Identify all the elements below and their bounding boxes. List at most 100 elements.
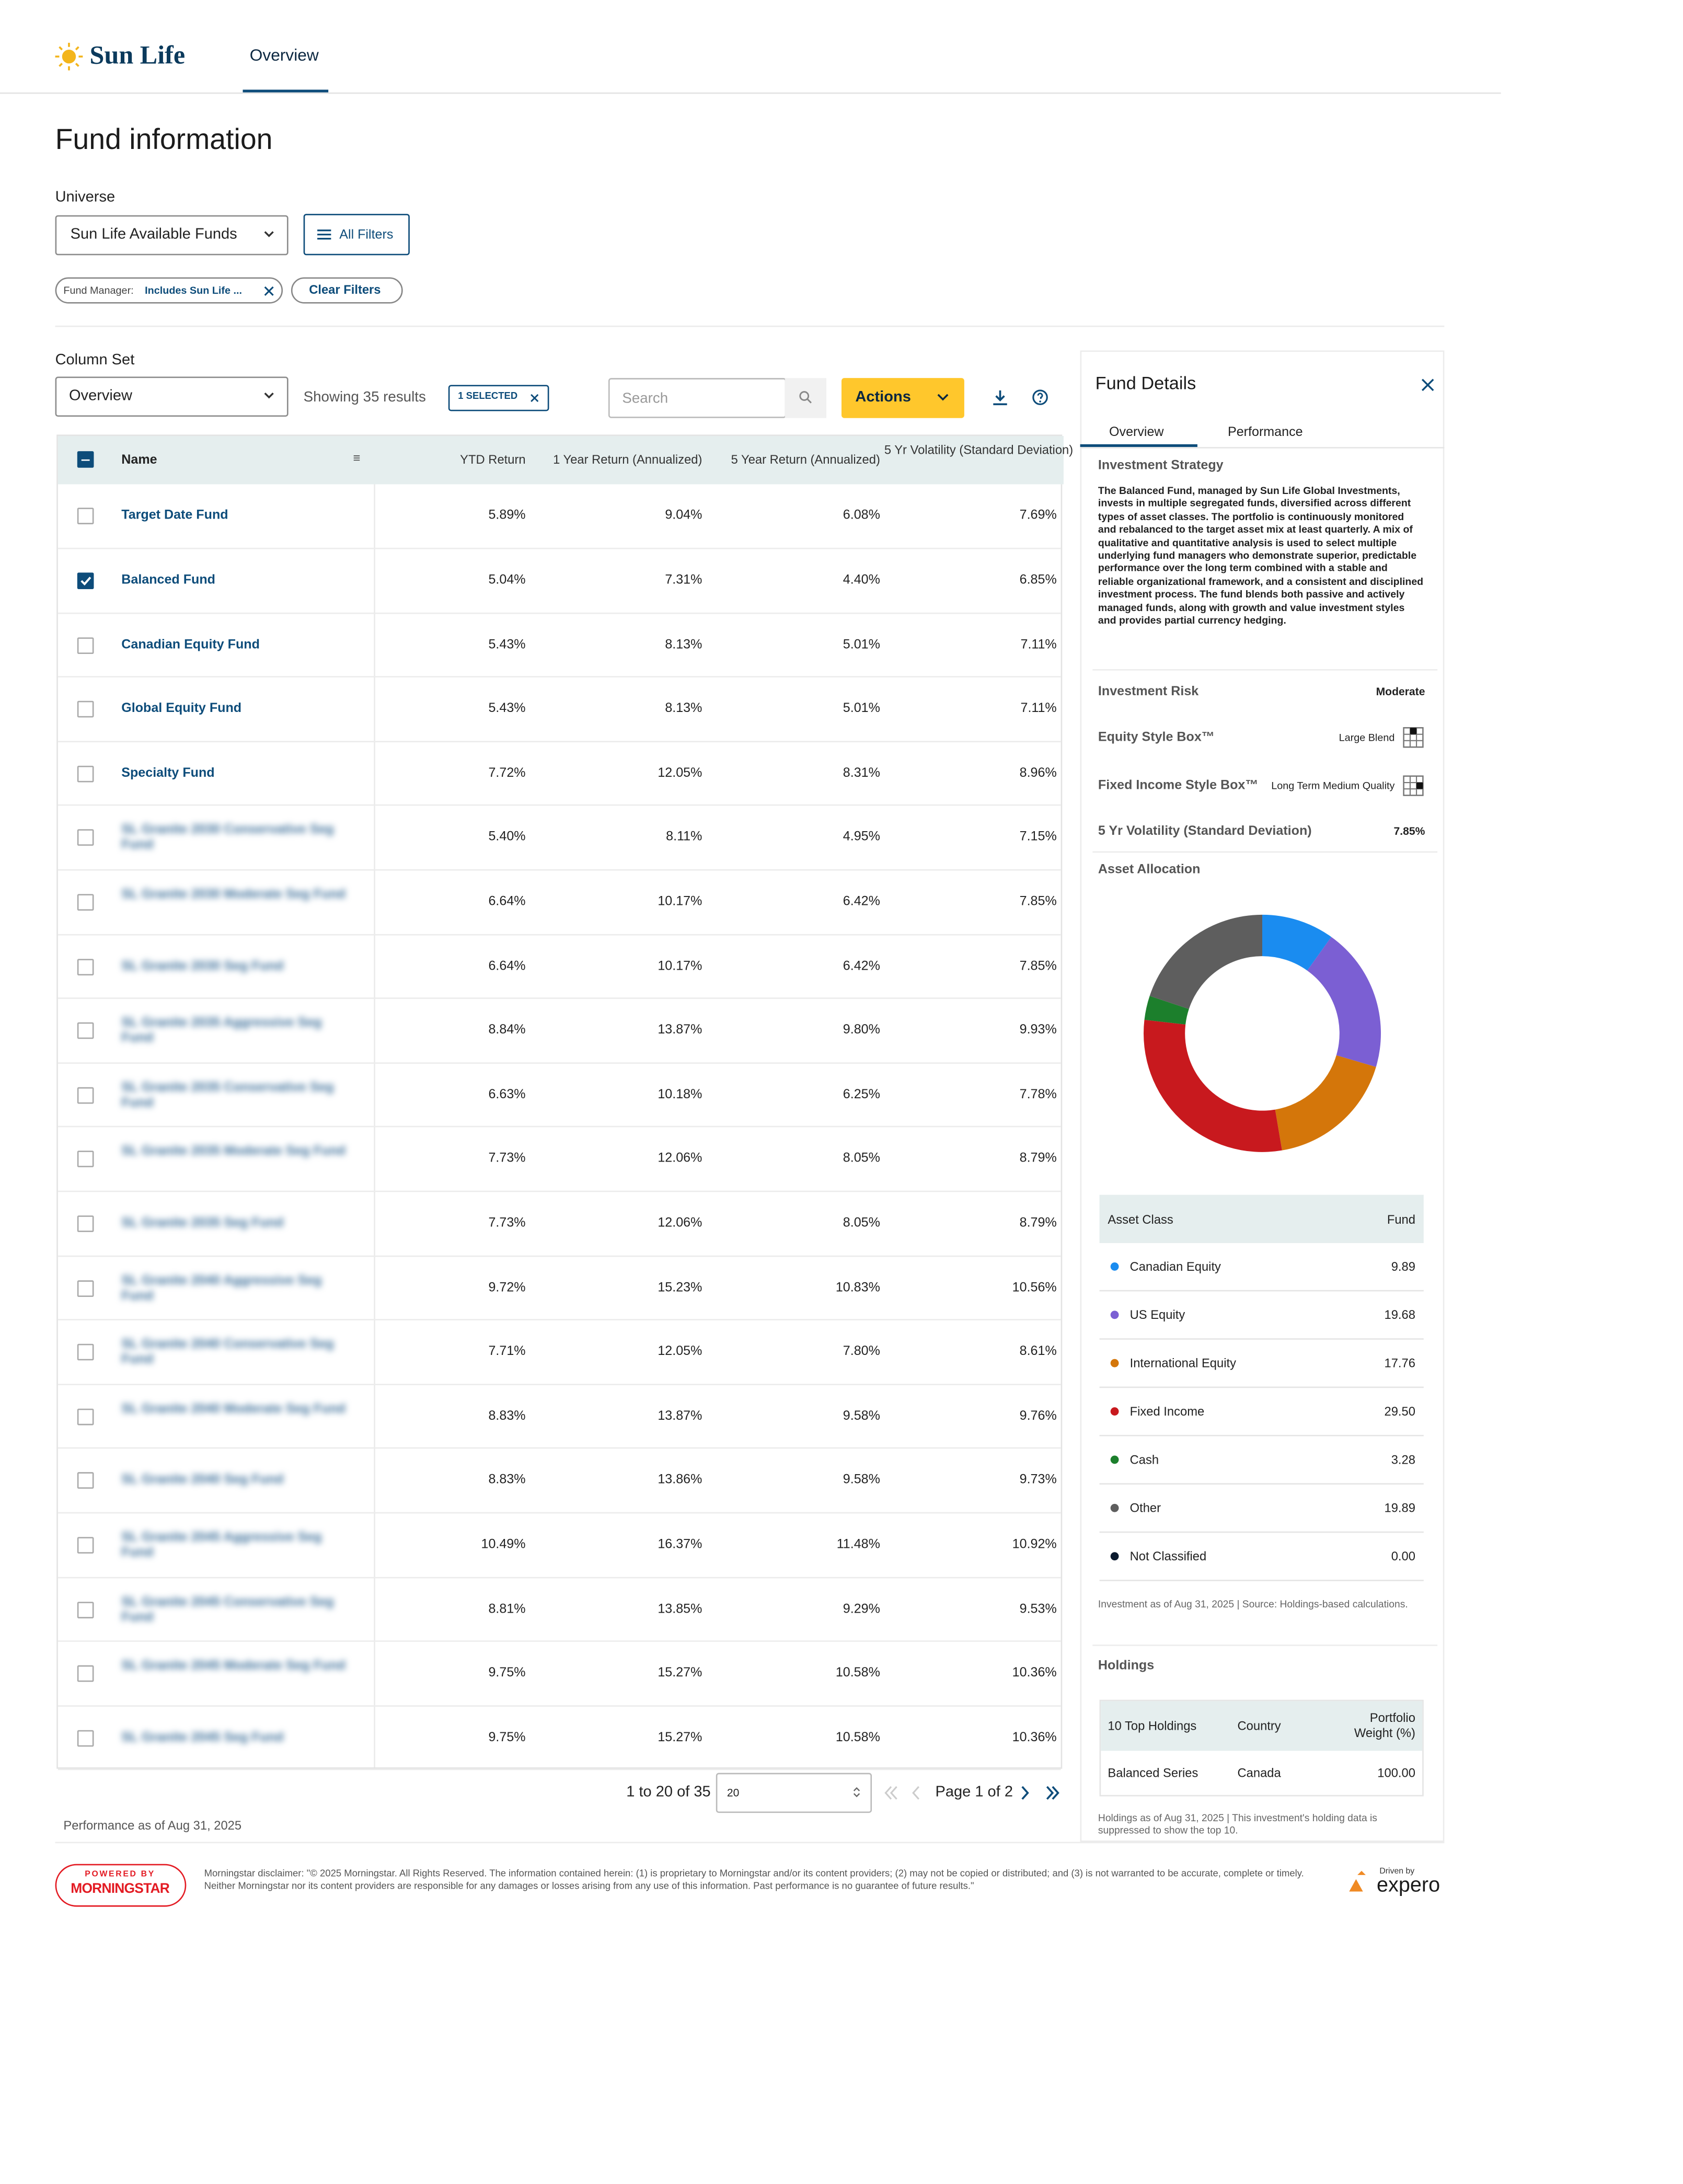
clear-filters[interactable] — [291, 277, 403, 304]
holdings-cell: 100.00 — [1377, 1766, 1415, 1780]
page-indicator: Page 1 of 2 — [935, 1784, 1013, 1801]
selected-chip[interactable] — [448, 385, 549, 411]
row-checkbox[interactable] — [77, 1086, 94, 1104]
row-checkbox[interactable] — [77, 1343, 94, 1361]
header-cell[interactable]: Name — [121, 452, 157, 468]
table-header — [57, 436, 1064, 485]
fund-name[interactable]: SL Granite 2035 Aggressive Seg Fund — [121, 1015, 322, 1046]
row-checkbox[interactable] — [77, 958, 94, 975]
fund-name[interactable]: Canadian Equity Fund — [121, 637, 260, 652]
fund-name[interactable]: SL Granite 2045 Conservative Seg Fund — [121, 1594, 334, 1625]
help-icon[interactable] — [1032, 389, 1048, 406]
cell: 10.49% — [481, 1536, 526, 1552]
row-checkbox[interactable] — [77, 1151, 94, 1168]
row-checkbox[interactable] — [77, 1279, 94, 1296]
all-filters-label: All Filters — [339, 227, 394, 243]
fund-name[interactable]: Balanced Fund — [121, 572, 215, 588]
tab[interactable]: Performance — [1228, 424, 1303, 440]
row-checkbox[interactable] — [77, 765, 94, 782]
row-checkbox[interactable] — [77, 1536, 94, 1554]
cell: 7.73% — [488, 1151, 526, 1167]
download-icon[interactable] — [992, 389, 1009, 407]
fund-name[interactable]: Specialty Fund — [121, 765, 215, 781]
row-border — [57, 676, 1061, 678]
filter-chip[interactable] — [55, 277, 283, 304]
fund-name[interactable]: Target Date Fund — [121, 508, 228, 524]
row-border — [57, 547, 1061, 549]
fund-name[interactable]: SL Granite 2040 Seg Fund — [121, 1472, 284, 1488]
holdings-title: Holdings — [1098, 1658, 1155, 1674]
fund-name[interactable]: SL Granite 2040 Aggressive Seg Fund — [121, 1272, 322, 1303]
cell: 7.85% — [1019, 894, 1057, 910]
chip-close[interactable] — [263, 285, 274, 296]
morningstar-badge — [55, 1864, 187, 1907]
cell: 8.83% — [488, 1408, 526, 1423]
tab[interactable]: Overview — [1109, 424, 1164, 440]
fund-name[interactable]: SL Granite 2030 Moderate Seg Fund — [121, 887, 345, 902]
allocation-donut — [1144, 914, 1381, 1152]
nav-tab[interactable]: Overview — [249, 45, 319, 65]
row-checkbox[interactable] — [77, 894, 94, 911]
search-button[interactable] — [785, 378, 826, 418]
divider — [55, 325, 1445, 327]
holdings-cell: Canada — [1237, 1766, 1281, 1780]
fund-name[interactable]: Global Equity Fund — [121, 701, 242, 717]
fund-name[interactable]: SL Granite 2035 Moderate Seg Fund — [121, 1144, 345, 1159]
next-last[interactable] — [1019, 1785, 1060, 1800]
header-cell[interactable]: YTD Return — [460, 452, 526, 467]
holdings-header — [1101, 1701, 1423, 1751]
header-cell[interactable]: 1 Year Return (Annualized) — [553, 452, 702, 467]
check — [80, 576, 91, 585]
fund-name[interactable]: SL Granite 2045 Moderate Seg Fund — [121, 1658, 345, 1674]
header-cell[interactable]: 5 Year Return (Annualized) — [731, 452, 880, 467]
row-checkbox[interactable] — [77, 701, 94, 718]
column-set-select[interactable] — [55, 376, 289, 417]
row-checkbox[interactable] — [77, 1022, 94, 1039]
cell: 9.75% — [488, 1729, 526, 1745]
fund-name[interactable]: SL Granite 2030 Conservative Seg Fund — [121, 822, 334, 853]
cell: 5.01% — [843, 637, 880, 652]
fund-name[interactable]: SL Granite 2030 Seg Fund — [121, 958, 284, 974]
details-close[interactable] — [1421, 378, 1435, 392]
cell: 6.63% — [488, 1086, 526, 1102]
fund-name[interactable]: SL Granite 2045 Aggressive Seg Fund — [121, 1530, 322, 1560]
cell: 12.05% — [658, 765, 702, 781]
row-checkbox[interactable] — [77, 1472, 94, 1489]
holdings-cell: Balanced Series — [1108, 1766, 1198, 1780]
search-input[interactable] — [608, 378, 787, 418]
selected-clear[interactable] — [530, 393, 539, 403]
row-border — [57, 804, 1061, 807]
strategy-label: Investment Strategy — [1098, 458, 1224, 474]
row-checkbox[interactable] — [77, 830, 94, 846]
row-checkbox[interactable] — [77, 1408, 94, 1425]
cell: 5.40% — [488, 830, 526, 845]
legend-dot — [1110, 1359, 1119, 1367]
universe-select[interactable] — [55, 215, 289, 256]
badge-bottom: MORNINGSTAR — [71, 1882, 170, 1898]
row-checkbox[interactable] — [77, 1665, 94, 1682]
cell: 6.64% — [488, 894, 526, 910]
fund-name[interactable]: SL Granite 2035 Seg Fund — [121, 1215, 284, 1231]
row-checkbox[interactable] — [77, 1729, 94, 1746]
row-checkbox[interactable] — [77, 1215, 94, 1232]
row-checkbox[interactable] — [77, 508, 94, 525]
asset-class: Canadian Equity — [1129, 1259, 1221, 1274]
asset-class: Fixed Income — [1129, 1404, 1205, 1419]
fund-name[interactable]: SL Granite 2035 Conservative Seg Fund — [121, 1079, 334, 1110]
row-checkbox[interactable] — [77, 1601, 94, 1618]
row-checkbox[interactable] — [77, 572, 94, 589]
row-checkbox[interactable] — [77, 637, 94, 653]
page-size-select[interactable] — [716, 1773, 872, 1813]
search-icon — [799, 391, 812, 404]
fund-name[interactable]: SL Granite 2040 Moderate Seg Fund — [121, 1401, 345, 1417]
legend-dot — [1110, 1407, 1119, 1416]
cell: 5.43% — [488, 637, 526, 652]
cell: 8.96% — [1019, 765, 1057, 781]
cell: 4.40% — [843, 572, 880, 588]
cell: 5.04% — [488, 572, 526, 588]
logo-text[interactable]: Sun Life — [89, 41, 186, 71]
fund-name[interactable]: SL Granite 2045 Seg Fund — [121, 1729, 284, 1745]
header-cell[interactable]: 5 Yr Volatility (Standard Deviation) — [884, 443, 1074, 457]
fund-name[interactable]: SL Granite 2040 Conservative Seg Fund — [121, 1337, 334, 1367]
